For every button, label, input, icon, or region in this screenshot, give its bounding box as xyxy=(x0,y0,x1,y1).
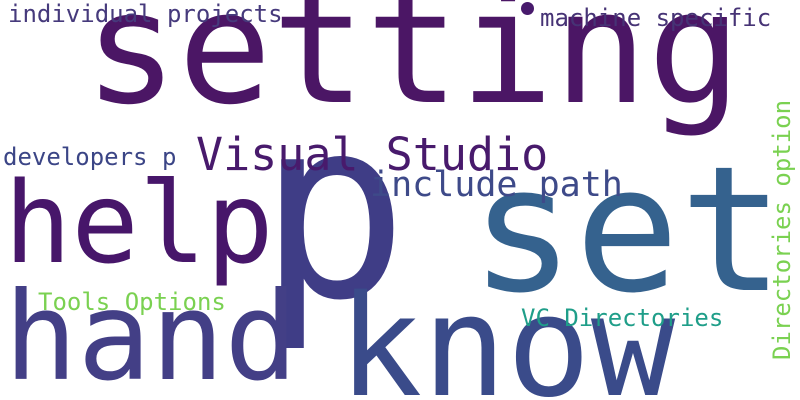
word-tools-options: Tools Options xyxy=(38,290,226,314)
word-help: help xyxy=(4,168,274,280)
word-machine-specific: machine specific xyxy=(540,6,771,30)
word-individual-projects: individual projects xyxy=(8,2,283,26)
word-include-path: include path xyxy=(370,168,623,203)
dot-mark xyxy=(521,2,534,15)
word-directories-option: Directories option xyxy=(770,100,794,360)
word-developers-p: developers p xyxy=(3,145,176,169)
word-know: know xyxy=(338,278,675,400)
word-vc-directories: VC Directories xyxy=(521,306,723,330)
